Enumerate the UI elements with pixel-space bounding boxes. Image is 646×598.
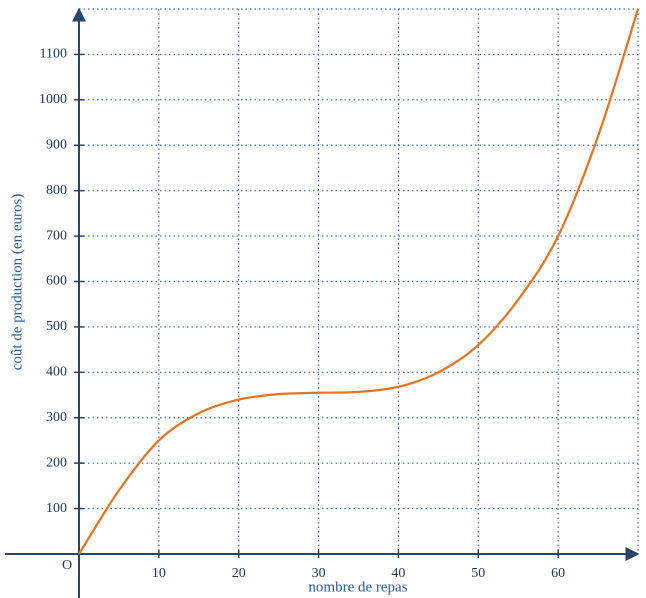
- x-tick-label: 30: [312, 566, 326, 581]
- origin-label: O: [62, 558, 72, 573]
- y-tick-label: 800: [46, 183, 67, 198]
- y-tick-label: 200: [46, 455, 67, 470]
- x-tick-label: 60: [551, 566, 565, 581]
- y-tick-label: 500: [46, 319, 67, 334]
- curve: [78, 8, 640, 555]
- y-tick-label: 400: [46, 365, 67, 380]
- y-tick-label: 300: [46, 410, 67, 425]
- y-tick-label: 600: [46, 274, 67, 289]
- y-tick-label: 100: [46, 501, 67, 516]
- y-tick-label: 1100: [40, 47, 67, 62]
- x-tick-label: 20: [232, 566, 246, 581]
- x-tick-label: 50: [471, 566, 485, 581]
- x-tick-label: 40: [391, 566, 405, 581]
- y-axis-label: coût de production (en euros): [9, 194, 25, 371]
- y-tick-label: 1000: [39, 92, 67, 107]
- x-axis-label: nombre de repas: [308, 579, 407, 595]
- x-tick-label: 10: [152, 566, 166, 581]
- y-tick-label: 700: [46, 228, 67, 243]
- y-tick-label: 900: [46, 137, 67, 152]
